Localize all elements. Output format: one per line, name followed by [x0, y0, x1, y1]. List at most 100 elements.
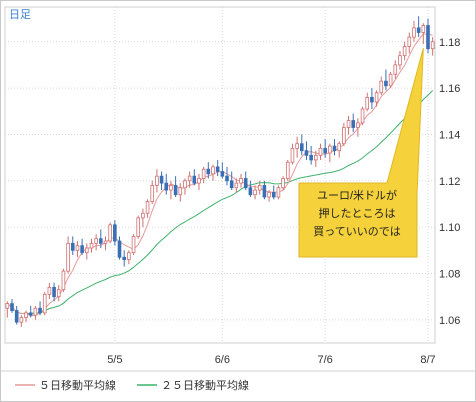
x-tick-label: 8/7	[420, 354, 435, 366]
candle-body	[117, 240, 122, 258]
candle	[117, 236, 122, 260]
candle	[314, 150, 318, 167]
candle-body	[346, 120, 351, 128]
candle-body	[285, 161, 290, 179]
candle	[430, 37, 435, 56]
candle-body	[136, 217, 141, 237]
candle-body	[10, 303, 14, 311]
candle-body	[374, 92, 379, 103]
candle-body	[295, 143, 299, 149]
candle-body	[47, 286, 52, 295]
candle	[412, 20, 416, 42]
candle	[239, 173, 243, 188]
candle	[248, 180, 253, 198]
legend-ma25-label: ２５日移動平均線	[161, 378, 249, 392]
x-tick-label: 5/5	[107, 354, 122, 366]
candle-body	[19, 317, 24, 323]
candle-body	[131, 236, 136, 254]
y-tick-label: 1.08	[439, 268, 460, 280]
candle	[332, 139, 337, 156]
candle	[19, 315, 24, 327]
candle	[159, 171, 164, 191]
candle-body	[342, 127, 346, 145]
candle	[351, 113, 356, 133]
candle	[70, 236, 75, 255]
candle	[211, 164, 215, 181]
legend-ma5-label: ５日移動平均線	[39, 378, 116, 392]
candle	[299, 134, 304, 156]
candle	[61, 268, 66, 293]
candle	[150, 180, 155, 204]
candle	[421, 23, 426, 45]
candle-body	[159, 175, 164, 184]
candle	[47, 282, 52, 299]
candle-body	[56, 289, 61, 298]
candle-body	[379, 80, 384, 94]
candle	[290, 143, 295, 165]
candle	[145, 199, 150, 218]
candle-body	[318, 147, 323, 156]
grid-lines	[4, 6, 436, 344]
candle	[267, 190, 271, 202]
candle-body	[248, 187, 253, 196]
candle	[262, 180, 267, 200]
candle	[356, 118, 360, 137]
candle-body	[328, 145, 332, 154]
x-tick-label: 6/6	[215, 354, 230, 366]
candle	[103, 236, 108, 251]
candle	[243, 171, 248, 191]
candle	[10, 298, 14, 313]
candle-body	[28, 312, 33, 316]
candle-body	[42, 293, 47, 314]
candle-body	[229, 180, 234, 189]
candle	[370, 88, 374, 109]
candle-body	[66, 242, 70, 272]
candle-body	[276, 187, 281, 198]
candle-body	[267, 191, 271, 198]
candle-body	[243, 178, 248, 189]
candle	[183, 178, 187, 195]
candle	[42, 292, 47, 316]
candle	[197, 173, 201, 191]
candle	[379, 76, 384, 96]
y-tick-label: 1.10	[439, 222, 460, 234]
candle-body	[145, 201, 150, 214]
candle	[253, 185, 257, 200]
candle-body	[127, 252, 131, 260]
callout-line-2: 押したところは	[319, 206, 396, 220]
candle	[33, 305, 38, 320]
candle-body	[398, 55, 402, 66]
y-tick-label: 1.16	[439, 83, 460, 95]
candle-body	[80, 245, 84, 254]
candle	[309, 146, 313, 165]
candle	[164, 173, 169, 195]
candle-body	[75, 245, 80, 251]
candle-body	[239, 178, 243, 184]
candle-body	[351, 120, 356, 128]
candle-body	[5, 303, 10, 309]
candle-body	[402, 45, 407, 57]
y-axis: 1.06 1.08 1.10 1.12 1.14 1.16 1.18	[439, 37, 460, 327]
callout-bubble	[298, 47, 424, 258]
candle-body	[70, 242, 75, 251]
y-tick-label: 1.14	[439, 129, 460, 141]
candle	[426, 18, 430, 54]
ma25-series	[7, 90, 434, 315]
y-tick-label: 1.18	[439, 37, 460, 49]
candle-body	[211, 166, 215, 175]
legend: ５日移動平均線 ２５日移動平均線	[15, 378, 249, 392]
candle	[360, 106, 365, 126]
candle-body	[52, 286, 56, 298]
candle-body	[113, 224, 117, 242]
candle-body	[169, 185, 173, 191]
candle-body	[103, 240, 108, 244]
candle	[38, 301, 42, 316]
candle-body	[38, 307, 42, 314]
candles	[5, 16, 435, 327]
candle-body	[356, 122, 360, 128]
candle	[131, 234, 136, 255]
candle-body	[206, 168, 211, 175]
candle-body	[122, 256, 126, 260]
candle-body	[201, 168, 206, 179]
